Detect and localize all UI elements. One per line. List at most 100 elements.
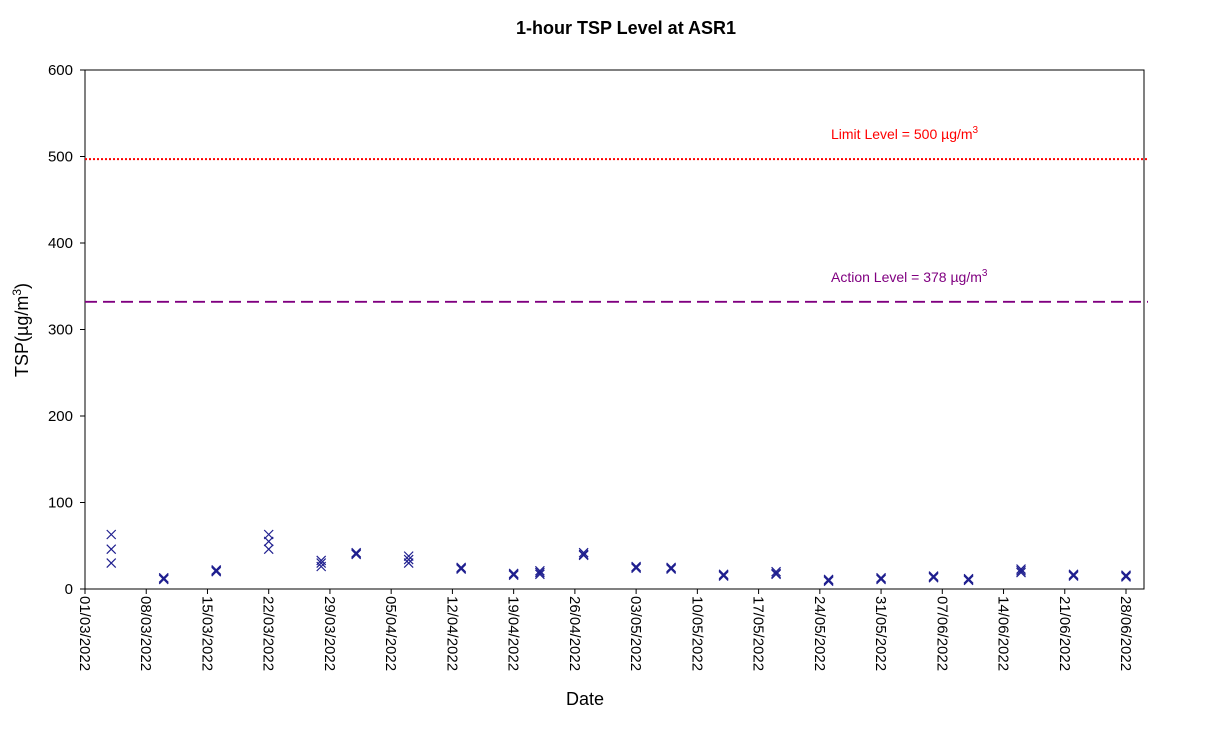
limit-level-label: Limit Level = 500 µg/m3 [831, 125, 979, 142]
action-level-label-text: Action Level = 378 [831, 269, 950, 285]
x-tick-label: 17/05/2022 [750, 596, 767, 671]
data-point-x-marker [718, 570, 729, 581]
data-point-x-marker [876, 572, 886, 583]
data-point-x-marker [456, 564, 467, 575]
data-point-x-marker [771, 569, 782, 580]
x-tick-label: 05/04/2022 [382, 596, 399, 671]
x-tick-label: 31/05/2022 [872, 596, 889, 671]
data-point-x-marker [1121, 571, 1131, 582]
y-axis-title-unit: µg/m [12, 296, 32, 336]
data-point-x-marker [403, 558, 414, 568]
data-point-x-marker [771, 566, 782, 577]
data-point-x-marker [1016, 565, 1026, 576]
x-tick-label: 12/04/2022 [443, 596, 460, 671]
x-axis-title: Date [566, 689, 604, 709]
y-axis-title-suffix: ) [12, 283, 32, 289]
data-point-x-marker [928, 571, 939, 581]
data-point-x-marker [1068, 571, 1079, 581]
x-tick-label: 03/05/2022 [627, 596, 644, 671]
y-tick-label: 600 [48, 62, 73, 79]
data-point-x-marker [158, 572, 169, 583]
data-point-x-marker [666, 563, 677, 574]
data-point-x-marker [631, 562, 642, 573]
y-tick-label: 0 [65, 581, 73, 598]
data-point-x-marker [351, 547, 362, 558]
data-point-x-marker [211, 565, 222, 576]
x-tick-label: 08/03/2022 [137, 596, 154, 671]
x-axis: 01/03/2022 08/03/2022 15/03/2022 22/03/2022… [76, 589, 1134, 671]
data-point-x-marker [823, 576, 834, 587]
data-point-x-marker [666, 564, 677, 575]
data-point-x-marker [263, 544, 274, 555]
y-tick-label: 400 [48, 235, 73, 252]
action-level-label-sup: 3 [982, 268, 988, 279]
data-point-x-marker [508, 568, 519, 579]
data-point-x-marker [1016, 567, 1026, 578]
limit-level-label-text: Limit Level = 500 [831, 126, 941, 142]
data-point-x-marker [631, 563, 642, 574]
data-point-x-marker [351, 549, 362, 560]
data-point-x-marker [351, 548, 362, 559]
data-point-x-marker [1121, 571, 1131, 581]
data-point-x-marker [158, 573, 169, 584]
y-tick-label: 100 [48, 495, 73, 512]
y-tick-label: 500 [48, 149, 73, 166]
data-point-x-marker [876, 573, 886, 584]
x-tick-label: 15/03/2022 [198, 596, 215, 671]
data-point-x-marker [316, 561, 327, 572]
data-point-x-marker [963, 573, 974, 584]
data-point-x-marker [963, 575, 974, 586]
x-tick-label: 29/03/2022 [321, 596, 338, 671]
x-tick-label: 01/03/2022 [76, 596, 93, 671]
data-point-x-marker [316, 558, 327, 568]
data-point-x-marker [106, 558, 117, 568]
y-tick-label: 200 [48, 408, 73, 425]
limit-level-label-unit: µg/m [941, 126, 972, 142]
data-point-x-marker [578, 550, 589, 561]
data-point-x-marker [823, 574, 834, 585]
data-point-x-marker [263, 536, 274, 547]
x-tick-label: 26/04/2022 [566, 596, 583, 671]
data-point-x-marker [718, 569, 729, 580]
data-point-x-marker [631, 561, 642, 572]
data-point-x-marker [928, 571, 939, 582]
plot-area-frame [84, 69, 1145, 590]
data-point-x-marker [211, 566, 222, 577]
data-point-x-marker [158, 574, 169, 585]
data-point-x-marker [456, 562, 467, 573]
x-tick-label: 10/05/2022 [688, 596, 705, 671]
data-point-x-marker [1068, 570, 1079, 581]
data-point-x-marker [718, 571, 729, 581]
data-point-x-marker [876, 574, 886, 585]
chart-title: 1-hour TSP Level at ASR1 [516, 18, 736, 38]
data-point-x-marker [928, 572, 939, 583]
data-point-x-marker [1121, 570, 1131, 581]
data-point-x-marker [106, 529, 117, 540]
x-tick-label: 19/04/2022 [505, 596, 522, 671]
data-point-x-marker [211, 565, 222, 575]
data-point-x-marker [1068, 569, 1079, 580]
data-point-x-marker [456, 563, 467, 574]
data-point-x-marker [578, 549, 589, 560]
y-axis-title-sup: 3 [10, 289, 24, 296]
x-tick-label: 24/05/2022 [811, 596, 828, 671]
x-tick-label: 14/06/2022 [995, 596, 1012, 671]
y-axis-title: TSP(µg/m3) [10, 283, 32, 377]
data-point-x-marker [534, 569, 545, 580]
data-point-x-marker [534, 567, 545, 578]
data-point-x-marker [263, 529, 274, 540]
action-level-label-unit: µg/m [950, 269, 981, 285]
data-points [106, 529, 1131, 587]
data-point-x-marker [534, 565, 545, 576]
data-point-x-marker [106, 544, 117, 555]
data-point-x-marker [508, 570, 519, 581]
limit-level-label-sup: 3 [973, 125, 979, 136]
x-tick-label: 21/06/2022 [1056, 596, 1073, 671]
data-point-x-marker [1016, 564, 1026, 575]
x-tick-label: 07/06/2022 [933, 596, 950, 671]
data-point-x-marker [508, 569, 519, 580]
data-point-x-marker [403, 554, 414, 565]
data-point-x-marker [403, 551, 414, 562]
data-point-x-marker [666, 562, 677, 573]
